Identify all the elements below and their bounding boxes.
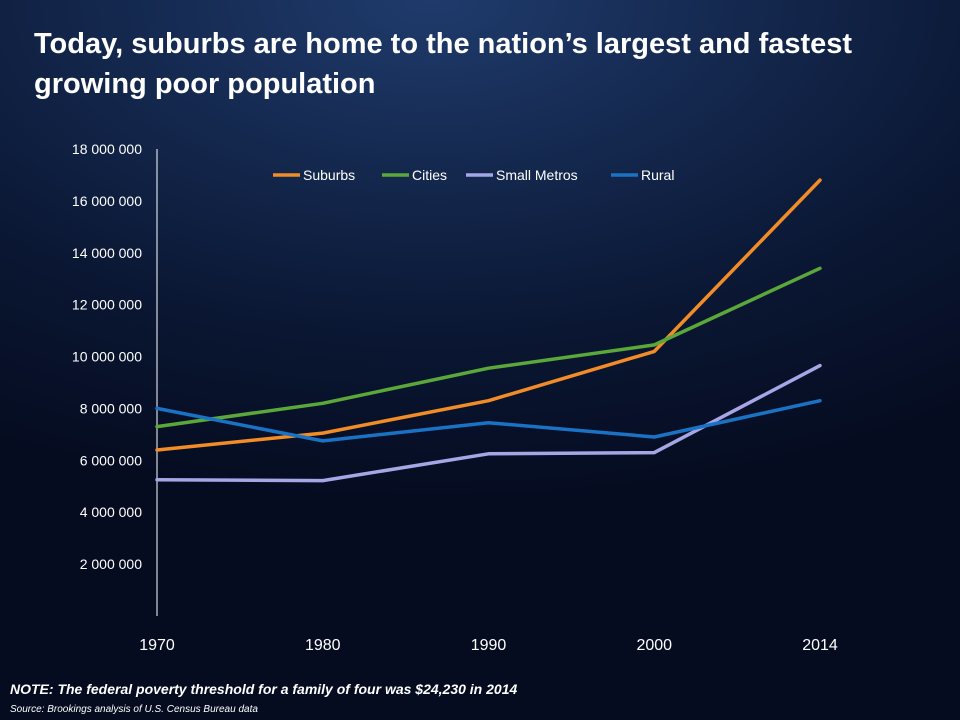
y-tick-label: 4 000 000 <box>80 504 142 520</box>
x-tick-labels: 1970 1980 1990 2000 2014 <box>139 637 838 654</box>
poverty-line-chart: 2 000 000 4 000 000 6 000 000 8 000 000 10 0… <box>72 141 838 654</box>
legend: Suburbs Cities Small Metros Rural <box>273 167 674 183</box>
y-tick-label: 6 000 000 <box>80 452 142 468</box>
slide-title: Today, suburbs are home to the nation’s … <box>34 28 853 100</box>
y-tick-labels: 2 000 000 4 000 000 6 000 000 8 000 000 10 0… <box>72 141 142 572</box>
legend-label-suburbs: Suburbs <box>303 167 355 183</box>
x-tick-label: 1990 <box>471 637 507 654</box>
y-tick-label: 18 000 000 <box>72 141 142 157</box>
series-line-rural <box>155 398 822 443</box>
legend-label-cities: Cities <box>412 167 447 183</box>
source-credit: Source: Brookings analysis of U.S. Censu… <box>10 704 258 715</box>
y-tick-label: 8 000 000 <box>80 400 142 416</box>
y-tick-label: 12 000 000 <box>72 297 142 313</box>
legend-label-rural: Rural <box>641 167 674 183</box>
y-tick-label: 10 000 000 <box>72 349 142 365</box>
series-line-cities <box>155 266 822 429</box>
legend-label-small-metros: Small Metros <box>496 167 578 183</box>
y-tick-label: 2 000 000 <box>80 556 142 572</box>
poverty-threshold-note: NOTE: The federal poverty threshold for … <box>10 681 518 697</box>
y-tick-label: 16 000 000 <box>72 193 142 209</box>
y-tick-label: 14 000 000 <box>72 245 142 261</box>
x-tick-label: 1980 <box>305 637 341 654</box>
series-lines <box>155 178 822 483</box>
series-line-suburbs <box>155 178 822 452</box>
x-tick-label: 1970 <box>139 637 175 654</box>
x-tick-label: 2014 <box>802 637 838 654</box>
x-tick-label: 2000 <box>636 637 672 654</box>
